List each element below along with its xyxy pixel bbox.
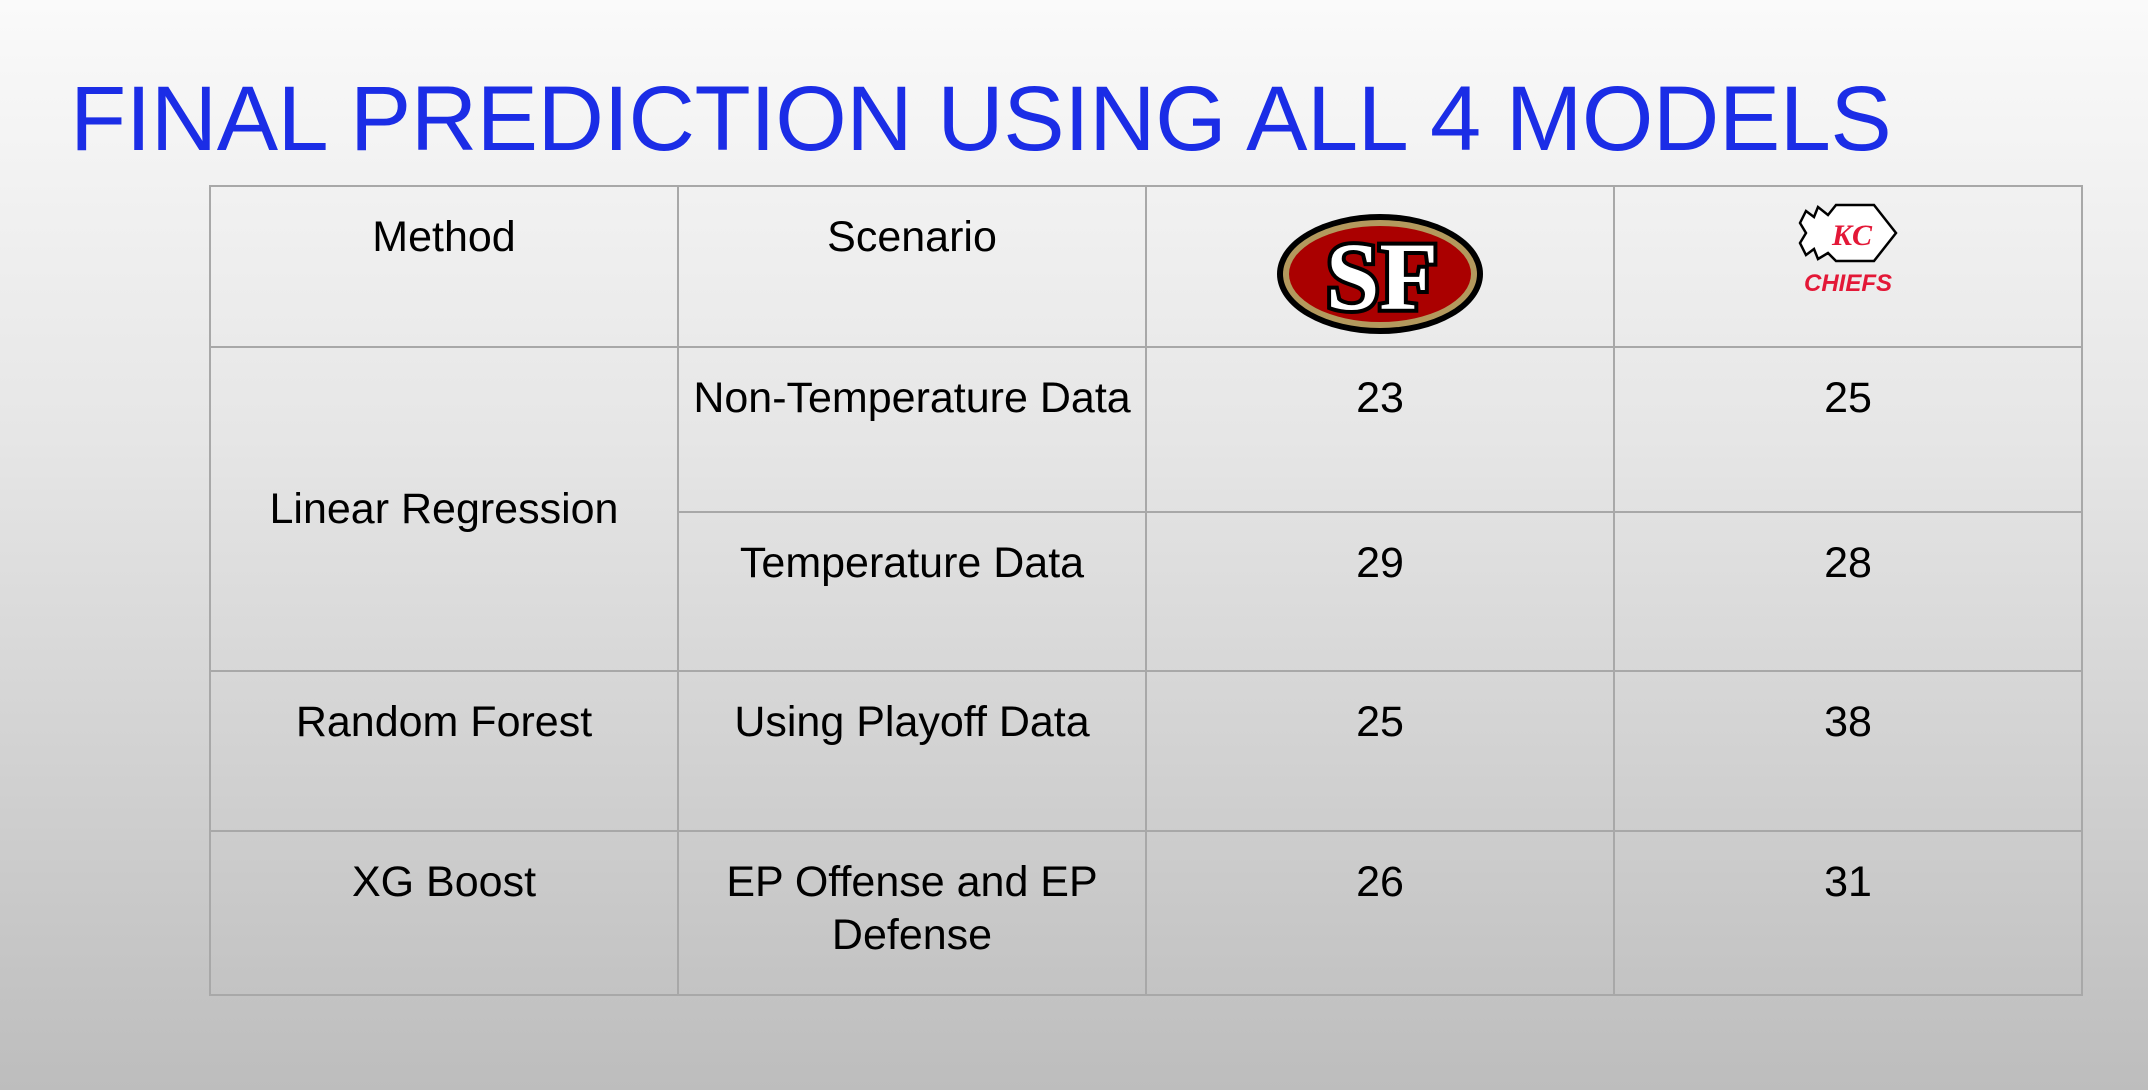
table-row: XG Boost EP Offense and EP Defense 26 31 [209, 830, 2083, 996]
method-random-forest: Random Forest [209, 670, 679, 832]
score-49ers: 29 [1145, 511, 1615, 672]
score-49ers: 26 [1145, 830, 1615, 996]
scenario-cell: EP Offense and EP Defense [677, 830, 1147, 996]
sf-monogram-fill: SF [1326, 223, 1438, 330]
scenario-cell: Temperature Data [677, 511, 1147, 672]
method-linear-regression: Linear Regression [209, 346, 679, 672]
header-team-49ers: SF SF [1145, 185, 1615, 348]
header-method: Method [209, 185, 679, 348]
chiefs-logo-icon: KC CHIEFS [1798, 203, 1898, 297]
table-row: Random Forest Using Playoff Data 25 38 [209, 670, 2083, 832]
kc-monogram: KC [1831, 219, 1873, 252]
sf-monogram: SF [1326, 223, 1438, 330]
header-row: Method Scenario SF SF KC CHIEFS [209, 185, 2083, 348]
scenario-cell: Non-Temperature Data [677, 346, 1147, 513]
method-xg-boost: XG Boost [209, 830, 679, 996]
table-row: Linear Regression Non-Temperature Data 2… [209, 346, 2083, 672]
prediction-table: Method Scenario SF SF KC CHIEFS Linear R… [209, 185, 2083, 996]
score-chiefs: 38 [1613, 670, 2083, 832]
score-49ers: 23 [1145, 346, 1615, 513]
score-chiefs: 25 [1613, 346, 2083, 513]
scenario-cell: Using Playoff Data [677, 670, 1147, 832]
table-row: Temperature Data 29 28 [210, 511, 2083, 672]
score-49ers: 25 [1145, 670, 1615, 832]
slide-title: FINAL PREDICTION USING ALL 4 MODELS [70, 68, 1892, 170]
score-chiefs: 31 [1613, 830, 2083, 996]
chiefs-wordmark: CHIEFS [1804, 270, 1892, 297]
score-chiefs: 28 [1613, 511, 2083, 672]
49ers-logo-icon: SF SF [1277, 214, 1483, 334]
header-team-chiefs: KC CHIEFS [1613, 185, 2083, 348]
header-scenario: Scenario [677, 185, 1147, 348]
